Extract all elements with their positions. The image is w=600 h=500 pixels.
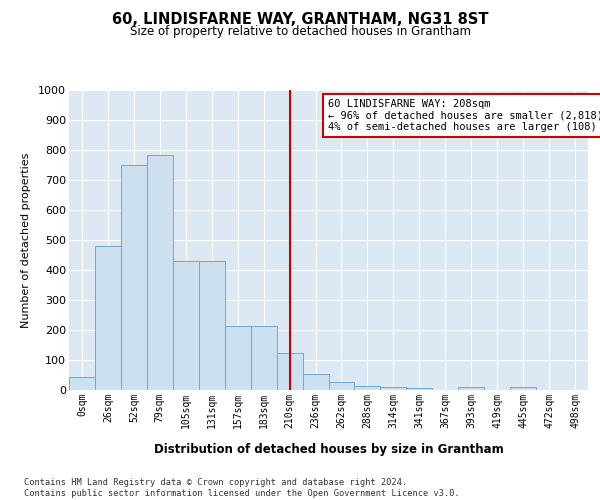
Bar (355, 386, 380, 390)
Bar (302, 374, 329, 390)
Text: Size of property relative to detached houses in Grantham: Size of property relative to detached ho… (130, 25, 470, 38)
Bar (121, 165, 147, 390)
Bar (95, 246, 121, 390)
Text: 60, LINDISFARNE WAY, GRANTHAM, NG31 8ST: 60, LINDISFARNE WAY, GRANTHAM, NG31 8ST (112, 12, 488, 28)
Y-axis label: Number of detached properties: Number of detached properties (21, 152, 31, 328)
Bar (329, 382, 355, 390)
Bar (69, 376, 95, 390)
Bar (173, 261, 199, 390)
Bar (380, 387, 406, 390)
Bar (251, 326, 277, 390)
Bar (406, 388, 432, 390)
Bar (458, 387, 484, 390)
Text: Distribution of detached houses by size in Grantham: Distribution of detached houses by size … (154, 442, 503, 456)
Bar (510, 387, 536, 390)
Bar (147, 154, 173, 390)
Bar (225, 326, 251, 390)
Text: 60 LINDISFARNE WAY: 208sqm
← 96% of detached houses are smaller (2,818)
4% of se: 60 LINDISFARNE WAY: 208sqm ← 96% of deta… (329, 99, 600, 132)
Bar (199, 261, 224, 390)
Text: Contains HM Land Registry data © Crown copyright and database right 2024.
Contai: Contains HM Land Registry data © Crown c… (24, 478, 460, 498)
Bar (277, 352, 302, 390)
